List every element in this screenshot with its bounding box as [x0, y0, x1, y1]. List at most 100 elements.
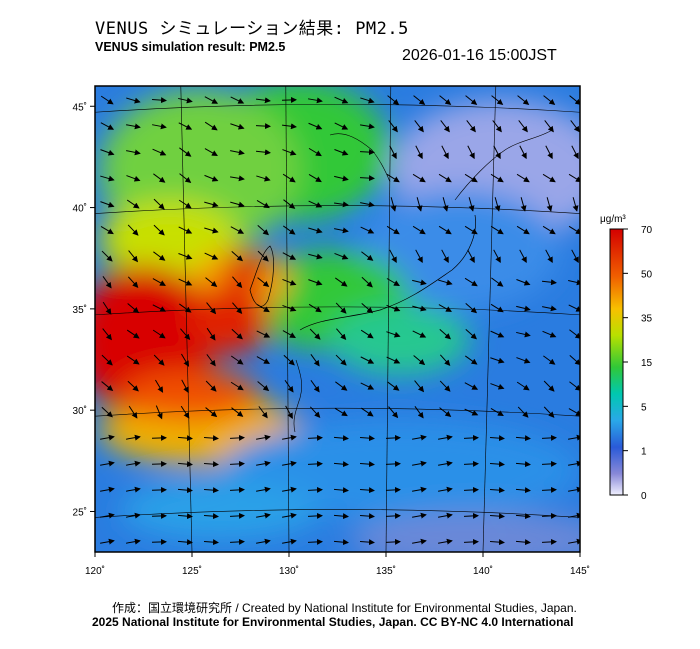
wind-arrow: [465, 355, 478, 365]
wind-arrow: [308, 97, 323, 104]
wind-arrow: [516, 173, 530, 183]
wind-arrow: [515, 513, 531, 520]
wind-arrow: [359, 435, 375, 442]
wind-arrow: [516, 279, 531, 286]
wind-arrow: [335, 277, 348, 287]
wind-arrow: [281, 123, 297, 130]
wind-arrow: [126, 97, 141, 104]
wind-arrow: [126, 175, 141, 182]
wind-arrow: [516, 225, 530, 235]
wind-arrow: [438, 486, 453, 493]
wind-arrow: [230, 96, 245, 104]
wind-arrow: [155, 405, 163, 420]
wind-arrow: [385, 538, 401, 545]
colorbar: μg/m³ 70 50 35 15 5 1 0: [600, 214, 653, 502]
wind-arrow: [282, 252, 297, 260]
lon-tick-label: 120˚: [85, 565, 105, 577]
wind-arrow: [151, 538, 167, 545]
wind-arrow: [490, 408, 504, 417]
wind-arrow: [465, 95, 478, 106]
concentration-field: [95, 86, 580, 552]
wind-arrow: [128, 405, 138, 419]
wind-arrow: [385, 460, 401, 467]
wind-arrow: [414, 120, 424, 133]
wind-arrow: [360, 123, 375, 130]
wind-arrow: [232, 276, 243, 289]
wind-arrow: [256, 303, 270, 313]
wind-arrow: [490, 173, 504, 183]
wind-arrow: [334, 96, 349, 104]
wind-arrow: [204, 148, 218, 156]
wind-arrow: [493, 145, 501, 160]
wind-arrow: [386, 356, 401, 364]
wind-arrow: [333, 513, 349, 520]
wind-arrow: [308, 227, 323, 234]
wind-arrow: [206, 354, 216, 367]
wind-arrow: [389, 145, 397, 160]
wind-arrow: [544, 120, 554, 133]
wind-arrow: [519, 145, 527, 160]
map-frame: [94, 85, 581, 553]
wind-arrow: [386, 278, 400, 287]
wind-arrow: [541, 279, 557, 286]
wind-arrow: [360, 329, 374, 339]
wind-arrow: [308, 200, 323, 208]
wind-arrow: [180, 328, 191, 341]
wind-arrow: [568, 225, 580, 235]
wind-arrow: [336, 328, 347, 341]
wind-arrow: [386, 331, 401, 338]
wind-arrow: [285, 405, 293, 420]
wind-arrow: [256, 356, 270, 364]
wind-arrow: [100, 486, 115, 493]
wind-arrow: [333, 435, 349, 442]
wind-arrow: [385, 434, 401, 441]
wind-arrow: [204, 252, 219, 260]
wind-arrow: [100, 149, 115, 156]
wind-arrow: [515, 435, 531, 442]
wind-arrow: [438, 460, 453, 467]
lat-tick-label: 40˚: [73, 203, 87, 215]
wind-arrow: [177, 461, 193, 468]
wind-arrow: [178, 253, 193, 260]
wind-arrow: [153, 224, 165, 236]
wind-arrow: [335, 302, 347, 314]
wind-arrow: [153, 198, 165, 210]
wind-arrow: [360, 201, 375, 208]
wind-arrow: [230, 355, 244, 365]
wind-arrow: [100, 175, 115, 182]
wind-arrow: [361, 251, 374, 261]
colorbar-unit: μg/m³: [600, 214, 626, 225]
wind-arrow: [100, 122, 115, 130]
wind-arrow: [256, 330, 271, 338]
wind-arrow: [412, 279, 427, 286]
wind-arrow: [438, 512, 453, 519]
wind-arrow: [126, 460, 141, 467]
wind-arrow: [178, 122, 193, 130]
wind-arrow: [516, 305, 531, 312]
meridian-line: [579, 545, 580, 552]
wind-arrow: [282, 330, 296, 338]
wind-arrow: [333, 539, 349, 546]
colorbar-tick-label: 1: [641, 447, 647, 458]
wind-arrow: [257, 277, 270, 288]
wind-arrow: [229, 538, 245, 545]
wind-arrow: [492, 120, 502, 133]
wind-arrow: [307, 486, 323, 493]
wind-arrow: [413, 95, 426, 106]
wind-arrow: [541, 434, 557, 441]
wind-arrow: [178, 303, 192, 313]
wind-arrow: [386, 304, 401, 312]
wind-arrow: [491, 95, 504, 106]
wind-arrow: [360, 407, 374, 417]
wind-arrow: [412, 538, 427, 545]
wind-arrow: [494, 197, 501, 212]
wind-arrow: [204, 227, 219, 234]
wind-arrow: [177, 435, 193, 442]
colorbar-tick-label: 0: [641, 491, 647, 502]
wind-arrow: [412, 434, 427, 441]
wind-arrow: [204, 96, 219, 104]
wind-arrow: [203, 539, 219, 546]
wind-arrow: [516, 331, 531, 338]
wind-arrow: [360, 97, 375, 104]
wind-arrow: [571, 249, 579, 264]
